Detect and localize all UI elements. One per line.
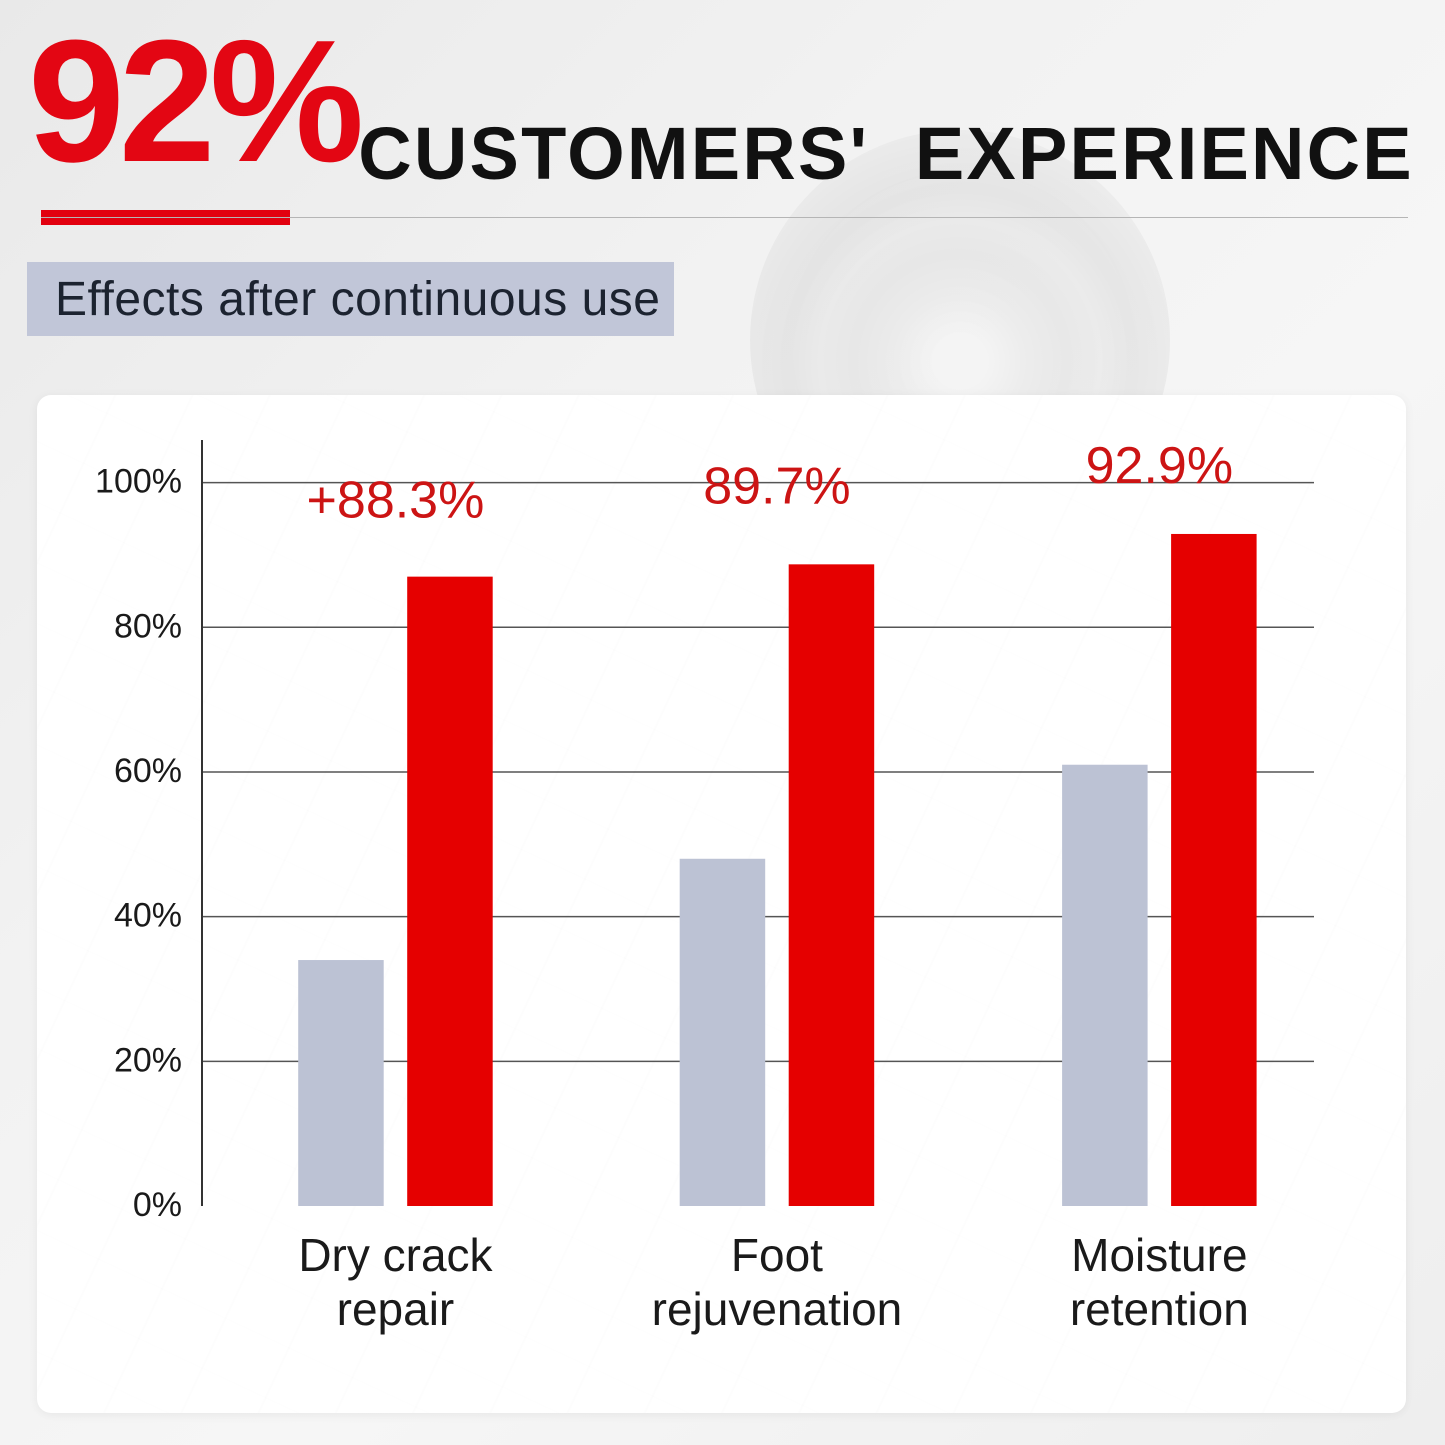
svg-text:20%: 20%: [114, 1041, 182, 1079]
svg-text:repair: repair: [337, 1283, 455, 1335]
svg-text:Moisture: Moisture: [1071, 1229, 1247, 1281]
svg-text:40%: 40%: [114, 897, 182, 935]
svg-text:80%: 80%: [114, 607, 182, 645]
svg-text:Dry crack: Dry crack: [298, 1229, 493, 1281]
svg-text:100%: 100%: [95, 463, 182, 501]
svg-text:92.9%: 92.9%: [1086, 437, 1233, 495]
svg-text:rejuvenation: rejuvenation: [652, 1283, 903, 1335]
svg-text:60%: 60%: [114, 752, 182, 790]
svg-text:retention: retention: [1070, 1283, 1249, 1335]
svg-text:89.7%: 89.7%: [703, 457, 850, 515]
svg-text:+88.3%: +88.3%: [307, 472, 485, 530]
svg-text:Foot: Foot: [731, 1229, 823, 1281]
svg-text:0%: 0%: [133, 1186, 182, 1224]
